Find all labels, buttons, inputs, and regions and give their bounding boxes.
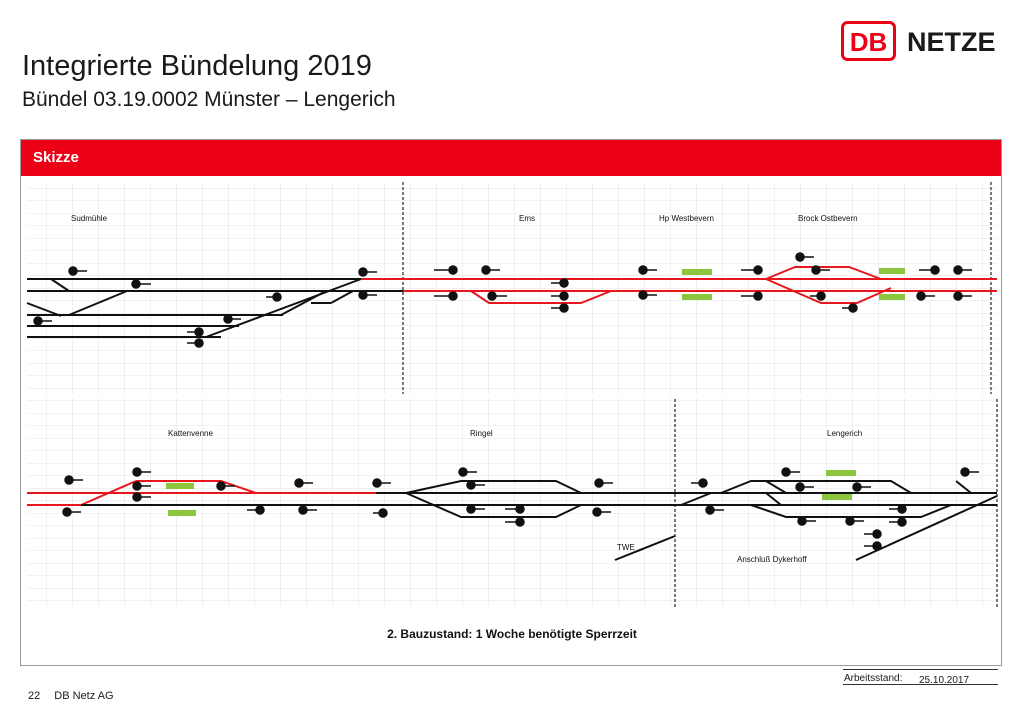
logo-mark: DB — [850, 27, 888, 57]
db-netze-logo: DB NETZE — [841, 21, 996, 61]
label-anschluss-dykerhoff: Anschluß Dykerhoff — [737, 555, 807, 564]
stand-label: Arbeitsstand: — [844, 673, 903, 684]
sketch-caption: 2. Bauzustand: 1 Woche benötigte Sperrze… — [387, 627, 637, 641]
station-hp-westbevern: Hp Westbevern — [659, 214, 714, 223]
stand-rule-bottom — [843, 684, 998, 685]
station-kattenvenne: Kattenvenne — [168, 429, 213, 438]
page-subtitle: Bündel 03.19.0002 Münster – Lengerich — [22, 88, 396, 111]
sketch-panel: Skizze Sudmühle Ems Hp Westbevern Brock … — [20, 139, 1002, 666]
tracks-top-red — [361, 266, 997, 304]
station-lengerich: Lengerich — [827, 429, 862, 438]
panel-heading: Skizze — [33, 149, 79, 166]
footer-company: DB Netz AG — [54, 690, 114, 702]
tracks-bottom-red — [27, 480, 376, 506]
page-title: Integrierte Bündelung 2019 — [22, 50, 372, 82]
stand-rule-top — [843, 669, 998, 670]
markers-top-green — [682, 268, 905, 300]
track-sketch: Sudmühle Ems Hp Westbevern Brock Ostbeve… — [26, 182, 998, 641]
page-number: 22 — [28, 690, 41, 702]
logo-text: NETZE — [907, 27, 996, 57]
signals-top — [33, 252, 972, 348]
tracks-bottom-black — [81, 480, 998, 561]
station-ringel: Ringel — [470, 429, 493, 438]
station-sudmuehle: Sudmühle — [71, 214, 108, 223]
station-brock-ostbevern: Brock Ostbevern — [798, 214, 858, 223]
footer: 22 DB Netz AG — [28, 690, 128, 702]
station-ems: Ems — [519, 214, 535, 223]
grid-top — [27, 182, 997, 394]
markers-bottom-green — [166, 470, 856, 516]
grid-bottom — [27, 399, 997, 607]
label-twe: TWE — [617, 543, 635, 552]
section-dividers — [402, 182, 998, 607]
tracks-top-black — [26, 278, 403, 338]
panel-header: Skizze — [21, 140, 1001, 176]
signals-bottom — [62, 467, 979, 551]
stand-date: 25.10.2017 — [919, 675, 970, 686]
